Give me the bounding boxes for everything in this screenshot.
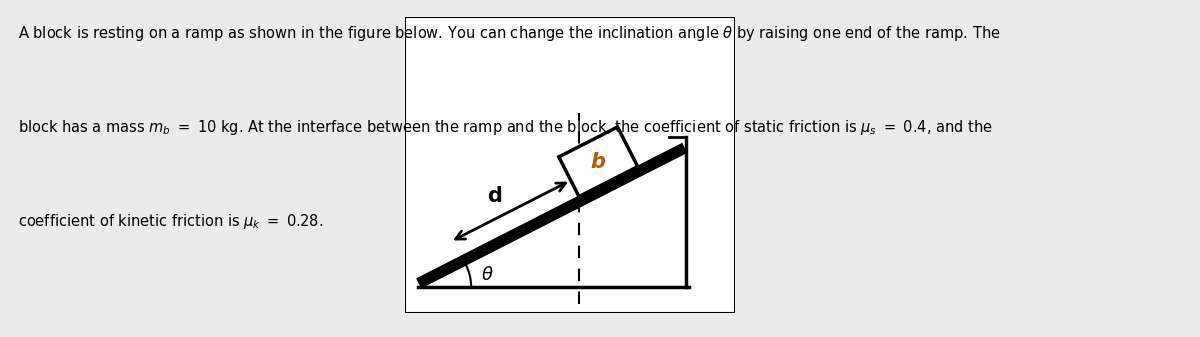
Text: A block is resting on a ramp as shown in the figure below. You can change the in: A block is resting on a ramp as shown in…: [18, 24, 1001, 42]
Text: d: d: [487, 186, 502, 206]
Polygon shape: [418, 144, 686, 287]
Text: block has a mass $m_b$ $=$ 10 kg. At the interface between the ramp and the bloc: block has a mass $m_b$ $=$ 10 kg. At the…: [18, 118, 992, 137]
Polygon shape: [559, 127, 637, 196]
Text: coefficient of kinetic friction is $\mu_k$ $=$ 0.28.: coefficient of kinetic friction is $\mu_…: [18, 212, 323, 231]
Text: θ: θ: [482, 266, 493, 284]
Text: b: b: [590, 152, 606, 172]
